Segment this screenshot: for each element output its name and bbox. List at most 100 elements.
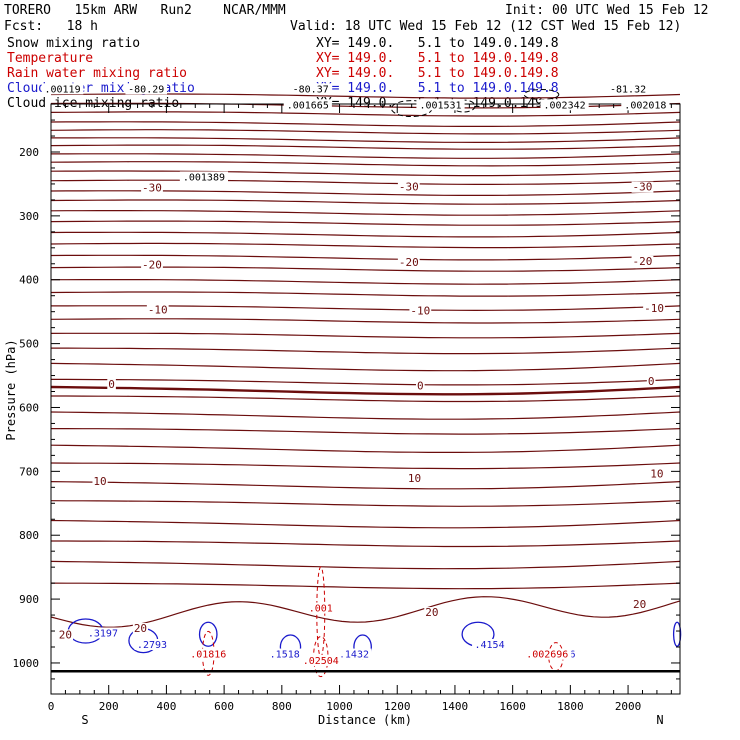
temperature-label: -30 <box>399 181 419 194</box>
y-tick-label: 300 <box>19 210 39 223</box>
header-model: TORERO 15km ARW Run2 NCAR/MMM <box>4 3 286 18</box>
x-axis: 0 200 400 600 800 1000 1200 1400 1600 1800 2000 <box>48 104 672 713</box>
isotherm-lines <box>50 93 681 628</box>
temperature-label-bg <box>141 259 163 271</box>
isotherm <box>51 540 681 548</box>
temperature-label: 20 <box>425 606 438 619</box>
temperature-label: 10 <box>408 472 421 485</box>
isotherm <box>51 305 681 312</box>
temperature-label-bg <box>416 380 425 392</box>
cloud-water-max-label: .3197 <box>88 628 118 639</box>
isotherm <box>51 153 681 159</box>
isotherm <box>51 428 681 435</box>
isotherm <box>50 385 681 396</box>
cloud-ice-max-label-bg <box>125 83 168 95</box>
field-snow-xy: XY= 149.0. 5.1 to 149.0.149.8 <box>316 36 559 51</box>
x-tick-label: 1600 <box>499 700 526 713</box>
cloud-ice-max-label-bg <box>621 99 670 111</box>
cloud-ice-max-label: .002018 <box>624 100 666 111</box>
x-tick-label: 200 <box>99 700 119 713</box>
y-tick-label: 500 <box>19 338 39 351</box>
cloud-ice-max-label-bg <box>607 83 649 95</box>
isotherm <box>50 362 681 372</box>
y-axis-label: Pressure (hPa) <box>4 339 18 440</box>
temperature-label-bg <box>632 598 648 610</box>
temperature-label: -30 <box>142 181 162 194</box>
temperature-label: -20 <box>399 256 419 269</box>
header-fcst: Fcst: 18 h <box>4 19 98 34</box>
temperature-label: -20 <box>142 259 162 272</box>
temperature-label-bg <box>424 607 440 619</box>
x-tick-label: 400 <box>156 700 176 713</box>
isotherm <box>50 582 681 590</box>
x-tick-label: 0 <box>48 700 55 713</box>
x-end-label-south: S <box>81 713 88 727</box>
cloud-water-max-label-bg <box>267 648 303 660</box>
y-tick-label: 700 <box>19 465 39 478</box>
temperature-label: -20 <box>633 255 653 268</box>
temperature-label-bg <box>132 623 149 635</box>
temperature-label: 20 <box>134 622 147 635</box>
plot-border <box>50 103 681 695</box>
isotherm <box>50 111 681 117</box>
isotherm <box>50 210 681 216</box>
isotherm <box>50 519 681 529</box>
temperature-label: 10 <box>650 467 663 480</box>
x-tick-label: 1400 <box>442 700 469 713</box>
rain-water-max-label-bg <box>523 648 572 660</box>
field-snow-name: Snow mixing ratio <box>7 36 141 51</box>
isotherm <box>51 137 681 143</box>
x-tick-label: 1000 <box>326 700 353 713</box>
rain-water-max-label: .02504 <box>303 656 339 667</box>
rain-water-max-label-bg <box>187 648 230 660</box>
temperature-label-bg <box>631 255 654 267</box>
cloud-ice-max-label: .001389 <box>183 172 225 183</box>
y-tick-label: 400 <box>19 274 39 287</box>
cloud-water-contour <box>198 621 218 647</box>
isotherm-20 <box>50 596 681 628</box>
x-tick-label: 1800 <box>557 700 584 713</box>
temperature-label: 0 <box>648 375 655 388</box>
isotherm <box>50 500 681 507</box>
y-tick-label: 800 <box>19 529 39 542</box>
x-end-label-north: N <box>656 713 663 727</box>
temperature-label-bg <box>146 304 169 316</box>
cloud-water-max-label: .2793 <box>137 640 167 651</box>
header-init: Init: 00 UTC Wed 15 Feb 12 <box>505 3 709 18</box>
cloud-water-max-label: .4154 <box>475 640 505 651</box>
isotherm <box>50 332 681 339</box>
isotherm <box>50 481 681 490</box>
cloud-ice-max-label: .001665 <box>287 100 329 111</box>
cloud-ice-max-label-bg <box>416 99 465 111</box>
cloud-water-max-label-bg <box>336 648 372 660</box>
isotherm <box>50 231 681 238</box>
field-cloud-water-xy: XY= 149.0. 5.1 to 149.0.149.8 <box>316 81 559 96</box>
isotherm <box>50 444 681 453</box>
contour-labels: -30 -30 -30 -20 -20 -20 -10 -10 -10 0 0 0 10 10 10 20 20… <box>41 83 670 667</box>
cloud-ice-max-label: .002342 <box>544 100 586 111</box>
temperature-label: 20 <box>633 598 646 611</box>
isotherm <box>51 347 681 355</box>
x-axis-label: Distance (km) <box>318 713 412 727</box>
cloud-water-max-label-bg <box>85 627 121 639</box>
rain-water-max-label: .001 <box>309 604 333 615</box>
temperature-label: -10 <box>644 302 664 315</box>
x-tick-label: 2000 <box>615 700 642 713</box>
x-tick-label: 800 <box>272 700 292 713</box>
temperature-label: -10 <box>410 305 430 318</box>
isotherm <box>50 254 681 261</box>
temperature-label: -30 <box>633 181 653 194</box>
isotherm <box>50 199 681 205</box>
temperature-label: 0 <box>417 379 424 392</box>
temperature-label-bg <box>409 305 432 317</box>
field-rain-xy: XY= 149.0. 5.1 to 149.0.149.8 <box>316 66 559 81</box>
y-tick-label: 1000 <box>13 657 40 670</box>
cloud-ice-max-label-bg <box>540 99 589 111</box>
cloud-water-contour <box>672 621 682 647</box>
temperature-label-bg <box>92 476 108 488</box>
cloud-ice-max-label-bg <box>41 83 84 95</box>
temperature-label: -10 <box>148 303 168 316</box>
y-tick-label: 200 <box>19 146 39 159</box>
